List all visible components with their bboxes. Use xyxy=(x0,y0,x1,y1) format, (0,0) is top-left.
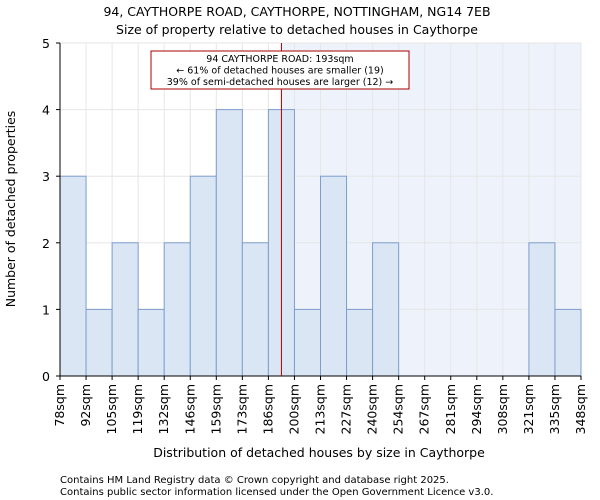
x-tick-label: 348sqm xyxy=(573,384,588,434)
x-tick-label: 294sqm xyxy=(469,384,484,434)
x-tick-label: 308sqm xyxy=(495,384,510,434)
footer-line-1: Contains HM Land Registry data © Crown c… xyxy=(60,475,449,486)
annotation-box xyxy=(150,50,410,90)
bar xyxy=(189,175,217,377)
bar xyxy=(59,175,87,377)
bar xyxy=(346,308,374,377)
chart-subtitle: Size of property relative to detached ho… xyxy=(116,22,478,37)
plot-area: 0 1 2 3 4 5 78sqm 92sqm 105sqm 119sqm 132sqm 146sqm… xyxy=(42,36,588,434)
bar xyxy=(528,242,556,377)
x-tick-label: 254sqm xyxy=(391,384,406,434)
bar xyxy=(163,242,191,377)
bar xyxy=(85,308,113,377)
chart-title: 94, CAYTHORPE ROAD, CAYTHORPE, NOTTINGHA… xyxy=(103,4,490,19)
y-tick-label: 4 xyxy=(42,103,50,118)
bar xyxy=(320,175,348,377)
bar xyxy=(111,242,139,377)
x-tick-label: 335sqm xyxy=(547,384,562,434)
x-tick-label: 186sqm xyxy=(260,384,275,434)
x-tick-label: 146sqm xyxy=(182,384,197,434)
x-tick-label: 92sqm xyxy=(78,384,93,427)
x-axis-label: Distribution of detached houses by size … xyxy=(153,445,485,460)
annotation-line: 39% of semi-detached houses are larger (… xyxy=(167,77,394,88)
annotation-line: 94 CAYTHORPE ROAD: 193sqm xyxy=(206,54,353,65)
y-tick-label: 2 xyxy=(42,236,50,251)
annotation-line: ← 61% of detached houses are smaller (19… xyxy=(176,66,383,77)
x-tick-label: 240sqm xyxy=(365,384,380,434)
bar xyxy=(554,308,582,377)
x-tick-label: 213sqm xyxy=(313,384,328,434)
bar xyxy=(137,308,165,377)
bar xyxy=(372,242,400,377)
x-tick-label: 321sqm xyxy=(521,384,536,434)
bar xyxy=(215,109,243,377)
x-tick-label: 267sqm xyxy=(417,384,432,434)
x-tick-label: 281sqm xyxy=(443,384,458,434)
y-tick-label: 1 xyxy=(42,302,50,317)
y-tick-label: 5 xyxy=(42,36,50,51)
x-tick-label: 227sqm xyxy=(339,384,354,434)
bar xyxy=(241,242,269,377)
x-tick-label: 119sqm xyxy=(130,384,145,434)
y-tick-label: 3 xyxy=(42,169,50,184)
x-tick-label: 173sqm xyxy=(234,384,249,434)
footer-line-2: Contains public sector information licen… xyxy=(60,487,493,498)
x-tick-label: 159sqm xyxy=(208,384,223,434)
x-tick-label: 200sqm xyxy=(286,384,301,434)
x-tick-label: 105sqm xyxy=(104,384,119,434)
x-tick-label: 78sqm xyxy=(52,384,67,427)
x-tick-label: 132sqm xyxy=(156,384,171,434)
y-axis-label: Number of detached properties xyxy=(3,111,18,308)
bar xyxy=(293,308,322,377)
y-tick-label: 0 xyxy=(42,369,50,384)
